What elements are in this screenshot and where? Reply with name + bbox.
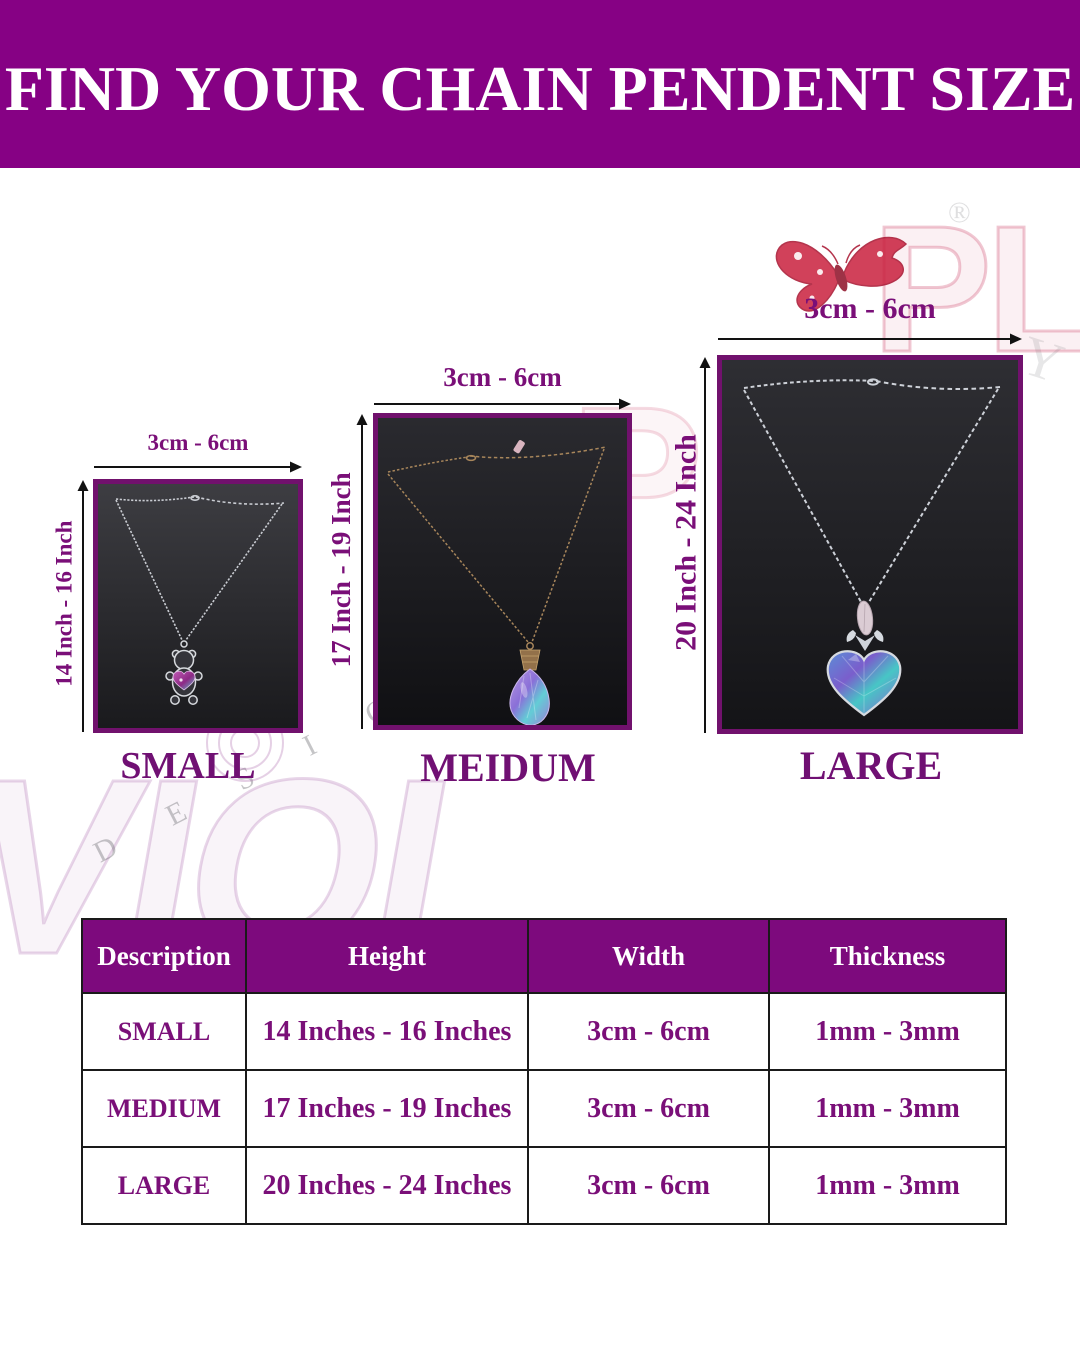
heart-necklace-image <box>722 360 1018 729</box>
size-table: Description Height Width Thickness SMALL… <box>81 918 1007 1225</box>
column-header-height: Height <box>245 918 529 994</box>
cell-height: 20 Inches - 24 Inches <box>245 1146 529 1225</box>
table-header-row: Description Height Width Thickness <box>81 918 1007 994</box>
width-dimension-label: 3cm - 6cm <box>147 430 249 455</box>
height-dimension-label: 20 Inch - 24 Inch <box>669 434 703 651</box>
width-dimension-small: 3cm - 6cm <box>93 430 303 473</box>
cell-width: 3cm - 6cm <box>527 992 770 1071</box>
teardrop-necklace-image <box>378 418 627 725</box>
cell-height: 17 Inches - 19 Inches <box>245 1069 529 1148</box>
heart-crystal-pendant <box>826 600 902 717</box>
cell-thickness: 1mm - 3mm <box>768 992 1007 1071</box>
registered-trademark-icon: ® <box>948 196 971 229</box>
page-title: FIND YOUR CHAIN PENDENT SIZE <box>4 53 1076 124</box>
product-photo-large <box>717 355 1023 734</box>
size-label-large: LARGE <box>799 743 943 788</box>
brand-watermark-fragment: PLE <box>870 189 1080 390</box>
width-arrow-icon <box>374 398 631 410</box>
width-dimension-label: 3cm - 6cm <box>804 292 936 325</box>
column-header-description: Description <box>81 918 247 994</box>
cell-height: 14 Inches - 16 Inches <box>245 992 529 1071</box>
size-label-small: SMALL <box>120 745 256 787</box>
width-dimension-medium: 3cm - 6cm <box>373 362 632 410</box>
height-dimension-label: 14 Inch - 16 Inch <box>51 520 77 687</box>
teardrop-crystal-pendant <box>509 642 550 725</box>
height-dimension-label: 17 Inch - 19 Inch <box>326 472 357 668</box>
table-row-medium: MEDIUM 17 Inches - 19 Inches 3cm - 6cm 1… <box>81 1069 1007 1148</box>
column-header-thickness: Thickness <box>768 918 1007 994</box>
silver-chain <box>743 378 1001 603</box>
table-row-large: LARGE 20 Inches - 24 Inches 3cm - 6cm 1m… <box>81 1146 1007 1225</box>
cell-description: SMALL <box>81 992 247 1071</box>
product-photo-small <box>93 479 303 733</box>
cell-description: MEDIUM <box>81 1069 247 1148</box>
size-label-medium: MEIDUM <box>420 745 596 790</box>
table-row-small: SMALL 14 Inches - 16 Inches 3cm - 6cm 1m… <box>81 992 1007 1071</box>
cell-width: 3cm - 6cm <box>527 1069 770 1148</box>
cell-thickness: 1mm - 3mm <box>768 1069 1007 1148</box>
width-dimension-large: 3cm - 6cm <box>717 292 1023 345</box>
cell-width: 3cm - 6cm <box>527 1146 770 1225</box>
column-header-width: Width <box>527 918 770 994</box>
gold-chain <box>387 446 607 643</box>
silver-chain <box>115 495 285 641</box>
width-dimension-label: 3cm - 6cm <box>443 362 562 392</box>
header-banner: FIND YOUR CHAIN PENDENT SIZE <box>0 0 1080 168</box>
height-arrow-icon <box>77 480 89 732</box>
width-arrow-icon <box>94 461 302 473</box>
cell-thickness: 1mm - 3mm <box>768 1146 1007 1225</box>
product-photo-medium <box>373 413 632 730</box>
width-arrow-icon <box>718 333 1022 344</box>
teddy-bear-necklace-image <box>98 484 298 728</box>
height-arrow-icon <box>699 357 711 733</box>
cell-description: LARGE <box>81 1146 247 1225</box>
height-arrow-icon <box>356 414 368 729</box>
